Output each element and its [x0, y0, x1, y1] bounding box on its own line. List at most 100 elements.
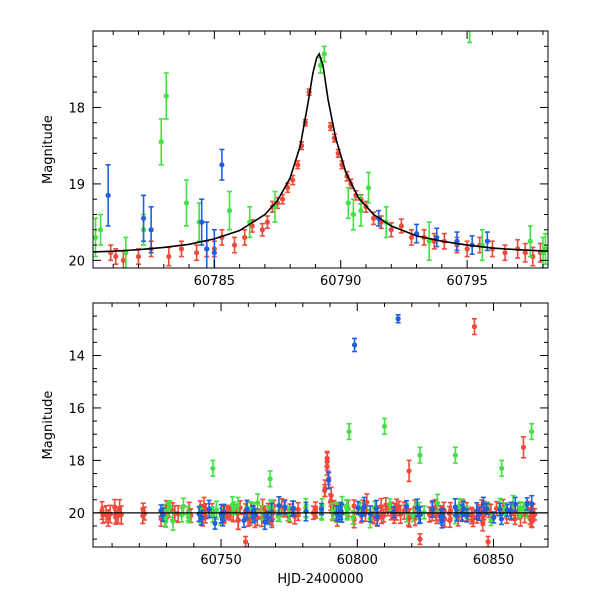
y-tick-label: 18 — [68, 101, 85, 116]
green-data-point — [343, 499, 350, 516]
blue-data-point — [241, 512, 247, 529]
red-data-point — [285, 182, 291, 194]
green-data-point — [410, 508, 416, 523]
blue-data-point — [212, 516, 218, 530]
blue-data-point — [491, 511, 497, 524]
blue-data-point — [140, 194, 147, 243]
plot-frame — [92, 302, 549, 548]
blue-data-point — [440, 507, 446, 527]
green-data-point — [180, 497, 187, 516]
green-data-point — [499, 459, 505, 477]
red-data-point — [242, 228, 248, 246]
blue-data-point — [211, 228, 217, 268]
green-data-point — [213, 500, 219, 521]
green-data-point — [417, 446, 423, 464]
red-data-point — [231, 236, 238, 254]
green-data-point — [387, 497, 393, 511]
red-data-point — [242, 535, 249, 547]
top-panel-light-curve: 60785 60790 60795 18 19 20 Magnitude — [41, 30, 549, 289]
green-data-point — [267, 470, 273, 488]
red-data-point — [322, 479, 328, 498]
green-data-point — [123, 236, 129, 268]
y-tick-label: 18 — [68, 454, 85, 469]
y-tick-label: 14 — [68, 349, 85, 364]
green-data-point — [163, 72, 169, 120]
green-data-point — [517, 501, 523, 518]
red-data-point — [464, 240, 470, 258]
red-data-point — [502, 244, 508, 262]
blue-data-point — [529, 494, 535, 513]
green-data-point — [542, 232, 548, 265]
green-data-point — [226, 190, 233, 231]
red-data-point — [408, 228, 415, 246]
plot-area — [93, 314, 548, 547]
green-data-point — [452, 446, 458, 464]
green-data-point — [158, 118, 164, 166]
green-data-point — [93, 217, 99, 258]
blue-data-point — [498, 512, 505, 526]
x-tick-label: 60850 — [473, 553, 514, 568]
red-data-point — [249, 219, 255, 233]
blue-data-point — [262, 513, 268, 531]
red-data-point — [447, 501, 454, 520]
red-data-point — [264, 215, 271, 230]
blue-data-point — [474, 501, 480, 520]
x-tick-label: 60795 — [446, 274, 487, 289]
green-data-point — [434, 493, 441, 513]
x-tick-label: 60800 — [337, 553, 378, 568]
x-axis-label: HJD-2400000 — [277, 572, 363, 587]
blue-data-point — [148, 206, 154, 254]
green-data-point — [381, 417, 388, 435]
blue-data-point — [454, 509, 460, 522]
green-data-point — [350, 198, 356, 231]
green-data-point — [321, 45, 327, 63]
x-tick-label: 60785 — [194, 274, 235, 289]
y-tick-label: 16 — [68, 402, 85, 417]
green-data-point — [345, 186, 351, 220]
plot-frame — [92, 30, 549, 269]
blue-data-point — [326, 471, 332, 490]
red-data-point — [324, 452, 330, 472]
blue-data-point — [276, 495, 282, 516]
green-data-point — [183, 179, 190, 227]
red-data-point — [364, 493, 370, 512]
plot-area — [93, 31, 548, 268]
red-data-point — [100, 506, 106, 524]
y-tick-label: 20 — [68, 507, 85, 522]
blue-data-point — [524, 497, 530, 511]
y-axis-label: Magnitude — [41, 115, 56, 184]
blue-data-point — [395, 314, 401, 324]
bottom-panel-light-curve: 60750 60800 60850 14 16 18 20 Magnitude HJD-2400… — [41, 302, 549, 587]
blue-data-point — [512, 496, 518, 512]
red-data-point — [135, 248, 142, 265]
blue-data-point — [219, 148, 225, 181]
blue-data-point — [413, 223, 420, 244]
green-data-point — [365, 171, 372, 204]
red-data-point — [178, 240, 185, 258]
blue-data-point — [454, 231, 460, 252]
blue-data-point — [282, 499, 288, 515]
red-data-point — [290, 174, 296, 186]
green-data-point — [346, 422, 352, 441]
blue-data-point — [105, 163, 111, 227]
red-data-point — [259, 222, 265, 237]
green-data-point — [272, 190, 278, 223]
red-data-point — [469, 508, 475, 523]
x-tick-label: 60790 — [320, 274, 361, 289]
red-data-point — [406, 459, 412, 483]
red-data-point — [166, 246, 172, 267]
y-axis-label: Magnitude — [41, 391, 56, 460]
red-data-point — [194, 244, 200, 262]
green-data-point — [97, 213, 104, 246]
blue-data-point — [373, 499, 379, 518]
red-data-point — [108, 244, 114, 262]
red-data-point — [107, 504, 113, 524]
y-tick-label: 19 — [68, 178, 85, 193]
blue-data-point — [434, 227, 440, 248]
red-data-point — [522, 242, 528, 263]
blue-data-point — [416, 506, 422, 525]
red-data-point — [471, 317, 478, 336]
red-data-point — [527, 512, 533, 526]
green-data-point — [527, 225, 533, 258]
red-data-point — [235, 510, 241, 531]
